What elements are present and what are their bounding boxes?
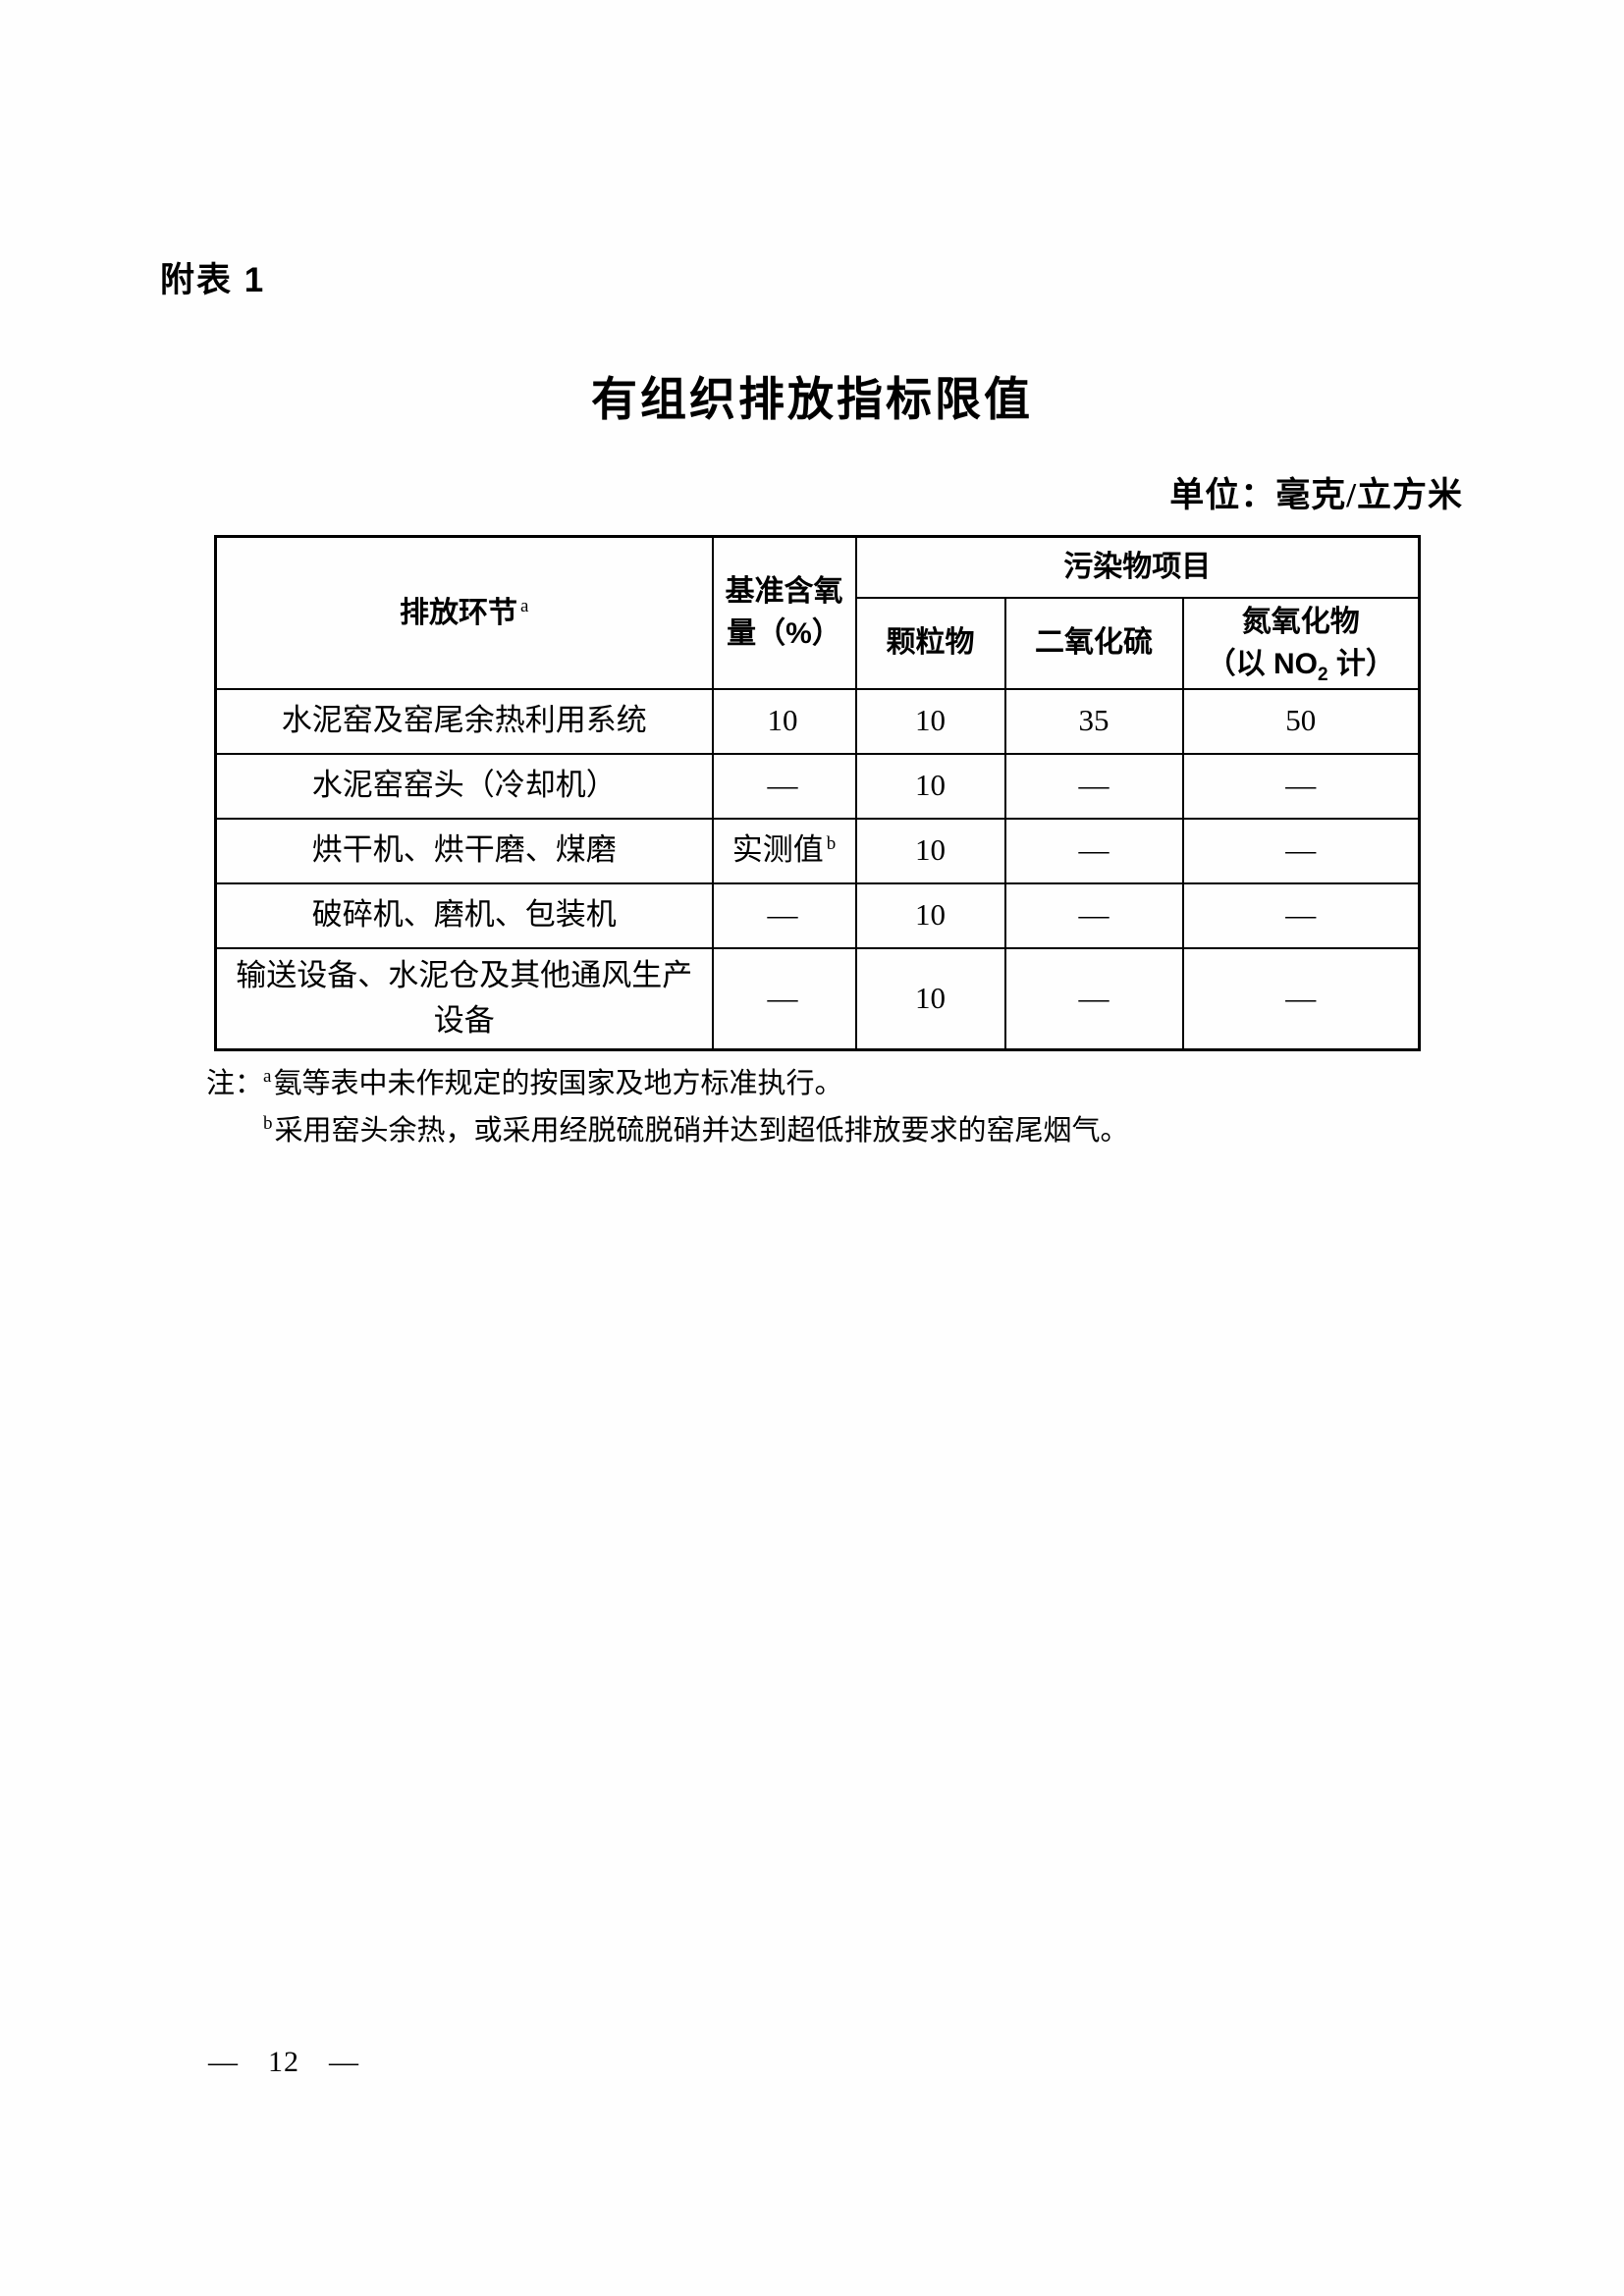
header-nox-line2: （以 NO2 计） (1190, 643, 1413, 686)
header-oxygen-line1: 基准含氧 (725, 574, 843, 608)
cell-nox: — (1181, 752, 1421, 820)
cell-oxygen: — (711, 752, 857, 820)
note-prefix: 注： (206, 1068, 264, 1099)
cell-nox: — (1181, 817, 1421, 884)
header-emission-stage: 排放环节 a (214, 535, 714, 690)
header-pollutants: 污染物项目 (854, 535, 1421, 599)
footnote-marker-b: b (263, 1113, 273, 1135)
cell-oxygen: 10 (711, 687, 857, 755)
table-row: 水泥窑窑头（冷却机） — 10 — — (214, 752, 1421, 820)
cell-oxygen-value: — (767, 768, 798, 803)
table-row: 输送设备、水泥仓及其他通风生产设备 — 10 — — (214, 946, 1421, 1051)
no2-subscript: 2 (1317, 665, 1328, 685)
table-body: 水泥窑及窑尾余热利用系统 10 10 35 50 水泥窑窑头（冷却机） — 10… (214, 687, 1421, 1051)
cell-oxygen: — (711, 881, 857, 949)
cell-pm: 10 (854, 687, 1006, 755)
cell-pm: 10 (854, 752, 1006, 820)
header-oxygen: 基准含氧 量（%） (711, 535, 857, 690)
appendix-label: 附表 1 (160, 261, 266, 299)
cell-so2: — (1003, 817, 1184, 884)
unit-label: 单位：毫克/立方米 (1169, 476, 1463, 514)
page-title: 有组织排放指标限值 (591, 373, 1033, 425)
footnote-ref-b: b (826, 832, 837, 854)
header-nox-line1: 氮氧化物 (1241, 605, 1360, 638)
cell-oxygen-value: — (767, 981, 798, 1015)
header-row-bottom: 颗粒物 二氧化硫 氮氧化物 （以 NO2 计） (216, 596, 1421, 690)
cell-nox: — (1181, 881, 1421, 949)
cell-so2: — (1003, 946, 1184, 1051)
cell-so2: 35 (1003, 687, 1184, 755)
cell-pm: 10 (854, 881, 1006, 949)
cell-oxygen-value: 实测值 (731, 832, 824, 868)
cell-nox: — (1181, 946, 1421, 1051)
header-emission-stage-label: 排放环节 (400, 596, 518, 629)
header-nox: 氮氧化物 （以 NO2 计） (1181, 596, 1421, 690)
page-number: — 12 — (208, 2046, 359, 2079)
table-row: 破碎机、磨机、包装机 — 10 — — (214, 881, 1421, 949)
footnote-ref-a: a (520, 595, 529, 616)
header-row-top: 排放环节 a 基准含氧 量（%） 污染物项目 (214, 535, 1421, 690)
cell-oxygen: — (711, 946, 857, 1051)
header-nox-line2-post: 计） (1327, 648, 1395, 680)
cell-oxygen: 实测值 b (711, 817, 857, 884)
header-nox-line2-pre: （以 NO (1206, 648, 1318, 680)
note-b-text: 采用窑头余热，或采用经脱硫脱硝并达到超低排放要求的窑尾烟气。 (274, 1115, 1129, 1147)
header-oxygen-line2: 量（%） (727, 617, 841, 651)
cell-oxygen-value: 10 (767, 703, 798, 738)
page-number-dash-left: — (208, 2046, 239, 2078)
cell-stage: 破碎机、磨机、包装机 (214, 881, 714, 949)
emission-limits-table: 排放环节 a 基准含氧 量（%） 污染物项目 颗粒物 二氧化硫 氮氧化物 （以 N… (214, 535, 1422, 1051)
cell-stage: 水泥窑及窑尾余热利用系统 (214, 687, 714, 755)
header-so2: 二氧化硫 (1003, 596, 1184, 690)
page-number-dash-right: — (329, 2046, 359, 2078)
cell-pm: 10 (854, 946, 1006, 1051)
cell-so2: — (1003, 881, 1184, 949)
cell-nox: 50 (1181, 687, 1421, 755)
table-row: 水泥窑及窑尾余热利用系统 10 10 35 50 (214, 687, 1421, 755)
cell-stage: 输送设备、水泥仓及其他通风生产设备 (214, 946, 714, 1051)
note-a: 注：a氨等表中未作规定的按国家及地方标准执行。 (206, 1060, 1483, 1107)
cell-pm: 10 (854, 817, 1006, 884)
note-b: b采用窑头余热，或采用经脱硫脱硝并达到超低排放要求的窑尾烟气。 (206, 1107, 1483, 1154)
cell-stage: 水泥窑窑头（冷却机） (214, 752, 714, 820)
footnote-marker-a: a (263, 1066, 272, 1088)
table-row: 烘干机、烘干磨、煤磨 实测值 b 10 — — (214, 817, 1421, 884)
cell-oxygen-value: — (767, 897, 798, 933)
cell-stage: 烘干机、烘干磨、煤磨 (214, 817, 714, 884)
table-header: 排放环节 a 基准含氧 量（%） 污染物项目 颗粒物 二氧化硫 氮氧化物 （以 N… (214, 535, 1421, 690)
cell-so2: — (1003, 752, 1184, 820)
page-number-value: 12 (268, 2046, 299, 2078)
header-pm: 颗粒物 (854, 596, 1006, 690)
table-notes: 注：a氨等表中未作规定的按国家及地方标准执行。 b采用窑头余热，或采用经脱硫脱硝… (206, 1060, 1483, 1154)
note-a-text: 氨等表中未作规定的按国家及地方标准执行。 (273, 1068, 843, 1099)
